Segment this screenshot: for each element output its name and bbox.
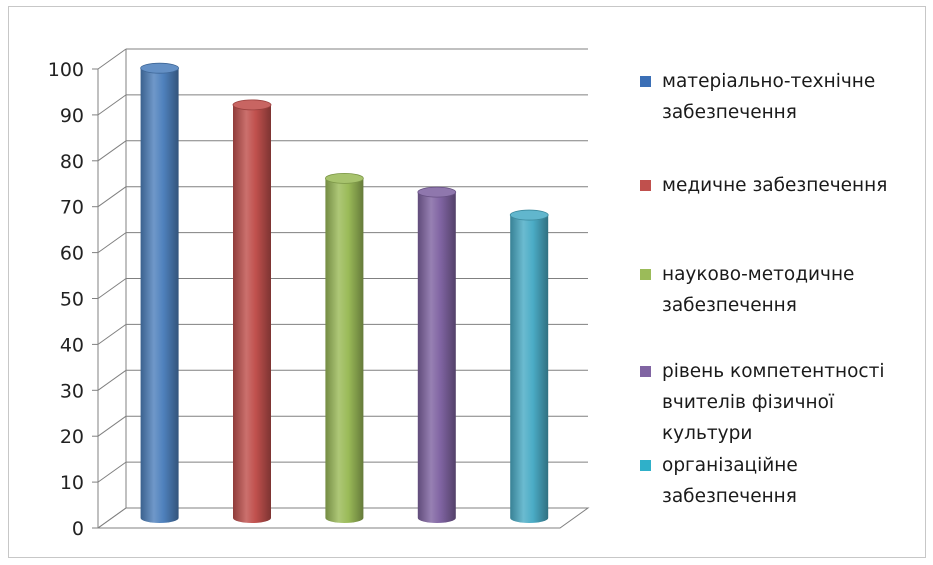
y-tick-label: 50 <box>60 289 84 311</box>
side-gridline <box>97 48 127 70</box>
bar-top <box>324 172 364 184</box>
y-tick-label: 60 <box>60 243 84 265</box>
side-gridline <box>97 415 127 437</box>
bar-4 <box>509 209 549 523</box>
side-gridline <box>97 94 127 116</box>
side-gridline <box>97 507 127 529</box>
bar-body <box>140 68 179 524</box>
bar-0 <box>140 62 180 524</box>
legend-swatch <box>640 269 651 280</box>
y-tick-label: 20 <box>60 426 84 448</box>
legend-label: організаційне забезпечення <box>662 455 798 507</box>
legend-label: медичне забезпечення <box>662 175 888 196</box>
side-gridline <box>97 369 127 391</box>
y-tick-label: 40 <box>60 334 84 356</box>
legend-swatch <box>640 366 651 377</box>
legend-swatch <box>640 76 651 87</box>
bar-chart: 0 10 20 30 40 50 60 70 80 90 100 <box>48 48 590 540</box>
bars <box>140 62 549 524</box>
side-gridline <box>97 232 127 254</box>
y-tick-label: 0 <box>72 518 84 540</box>
y-axis: 0 10 20 30 40 50 60 70 80 90 100 <box>48 59 99 540</box>
legend-swatch <box>640 180 651 191</box>
bar-body <box>510 215 549 523</box>
y-tick-label: 70 <box>60 197 84 219</box>
legend-label: рівень компетентності вчителів фізичної … <box>662 361 885 444</box>
bar-top <box>417 186 457 198</box>
legend-label: матеріально-технічне забезпечення <box>662 71 876 123</box>
bar-1 <box>232 99 272 524</box>
bar-body <box>233 104 271 524</box>
bar-top <box>140 62 180 74</box>
bar-body <box>417 192 456 524</box>
side-gridline <box>97 461 127 483</box>
y-tick-label: 30 <box>60 380 84 402</box>
legend-swatch <box>640 460 651 471</box>
bar-2 <box>324 172 364 523</box>
legend-label: науково-методичне забезпечення <box>662 264 855 316</box>
y-tick-label: 90 <box>60 105 84 127</box>
y-tick-label: 100 <box>48 59 84 81</box>
bar-body <box>325 178 364 523</box>
bar-top <box>509 209 549 221</box>
y-tick-label: 80 <box>60 151 84 173</box>
bar-top <box>232 99 272 111</box>
side-gridline <box>97 323 127 345</box>
bar-3 <box>417 186 457 524</box>
side-gridline <box>97 186 127 208</box>
y-tick-label: 10 <box>60 472 84 494</box>
side-gridline <box>97 278 127 299</box>
side-gridline <box>97 140 127 162</box>
